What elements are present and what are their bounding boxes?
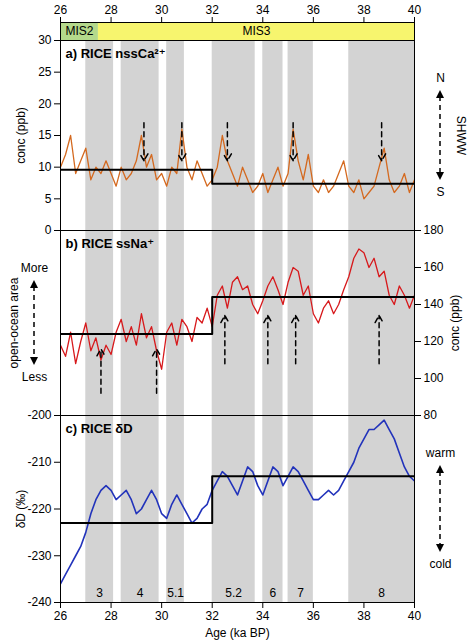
svg-text:b) RICE ssNa⁺: b) RICE ssNa⁺ — [66, 236, 155, 251]
svg-text:120: 120 — [424, 334, 444, 348]
svg-text:More: More — [21, 261, 49, 275]
svg-text:28: 28 — [104, 609, 118, 623]
svg-text:36: 36 — [307, 609, 321, 623]
svg-text:MIS2: MIS2 — [65, 24, 93, 38]
svg-text:80: 80 — [424, 408, 438, 422]
svg-text:open-ocean area: open-ocean area — [7, 277, 21, 368]
svg-text:15: 15 — [38, 128, 52, 142]
svg-text:N: N — [436, 71, 445, 85]
svg-text:160: 160 — [424, 260, 444, 274]
svg-text:5.2: 5.2 — [225, 586, 242, 600]
svg-text:28: 28 — [104, 3, 118, 17]
svg-text:34: 34 — [256, 3, 270, 17]
svg-text:180: 180 — [424, 223, 444, 237]
svg-text:7: 7 — [297, 586, 304, 600]
svg-text:32: 32 — [206, 3, 220, 17]
svg-text:5.1: 5.1 — [167, 586, 184, 600]
svg-text:Age (ka BP): Age (ka BP) — [205, 626, 270, 640]
svg-text:-210: -210 — [27, 455, 51, 469]
svg-text:30: 30 — [155, 3, 169, 17]
svg-text:4: 4 — [137, 586, 144, 600]
svg-text:8: 8 — [378, 586, 385, 600]
svg-text:SHWW: SHWW — [454, 116, 468, 156]
svg-text:Less: Less — [22, 370, 47, 384]
svg-text:0: 0 — [45, 223, 52, 237]
svg-text:10: 10 — [38, 160, 52, 174]
svg-text:δD (‰): δD (‰) — [14, 490, 28, 529]
svg-text:20: 20 — [38, 97, 52, 111]
svg-text:-220: -220 — [27, 502, 51, 516]
svg-text:cold: cold — [429, 557, 451, 571]
svg-text:36: 36 — [307, 3, 321, 17]
svg-text:5: 5 — [45, 192, 52, 206]
svg-text:S: S — [436, 185, 444, 199]
svg-text:3: 3 — [96, 586, 103, 600]
svg-text:38: 38 — [357, 609, 371, 623]
svg-text:25: 25 — [38, 65, 52, 79]
svg-text:40: 40 — [408, 609, 422, 623]
svg-text:32: 32 — [206, 609, 220, 623]
svg-text:40: 40 — [408, 3, 422, 17]
svg-text:26: 26 — [54, 609, 68, 623]
svg-text:c) RICE δD: c) RICE δD — [66, 421, 133, 436]
svg-text:MIS3: MIS3 — [242, 24, 270, 38]
svg-text:100: 100 — [424, 371, 444, 385]
svg-text:26: 26 — [54, 3, 68, 17]
svg-text:140: 140 — [424, 297, 444, 311]
svg-text:-230: -230 — [27, 549, 51, 563]
svg-text:38: 38 — [357, 3, 371, 17]
svg-text:6: 6 — [270, 586, 277, 600]
svg-text:-240: -240 — [27, 595, 51, 609]
svg-text:-200: -200 — [27, 408, 51, 422]
svg-text:34: 34 — [256, 609, 270, 623]
svg-text:warm: warm — [425, 446, 455, 460]
svg-text:30: 30 — [38, 33, 52, 47]
svg-text:30: 30 — [155, 609, 169, 623]
svg-text:conc (ppb): conc (ppb) — [14, 107, 28, 164]
svg-text:conc (ppb): conc (ppb) — [448, 295, 462, 352]
svg-text:a) RICE nssCa²⁺: a) RICE nssCa²⁺ — [66, 46, 166, 61]
